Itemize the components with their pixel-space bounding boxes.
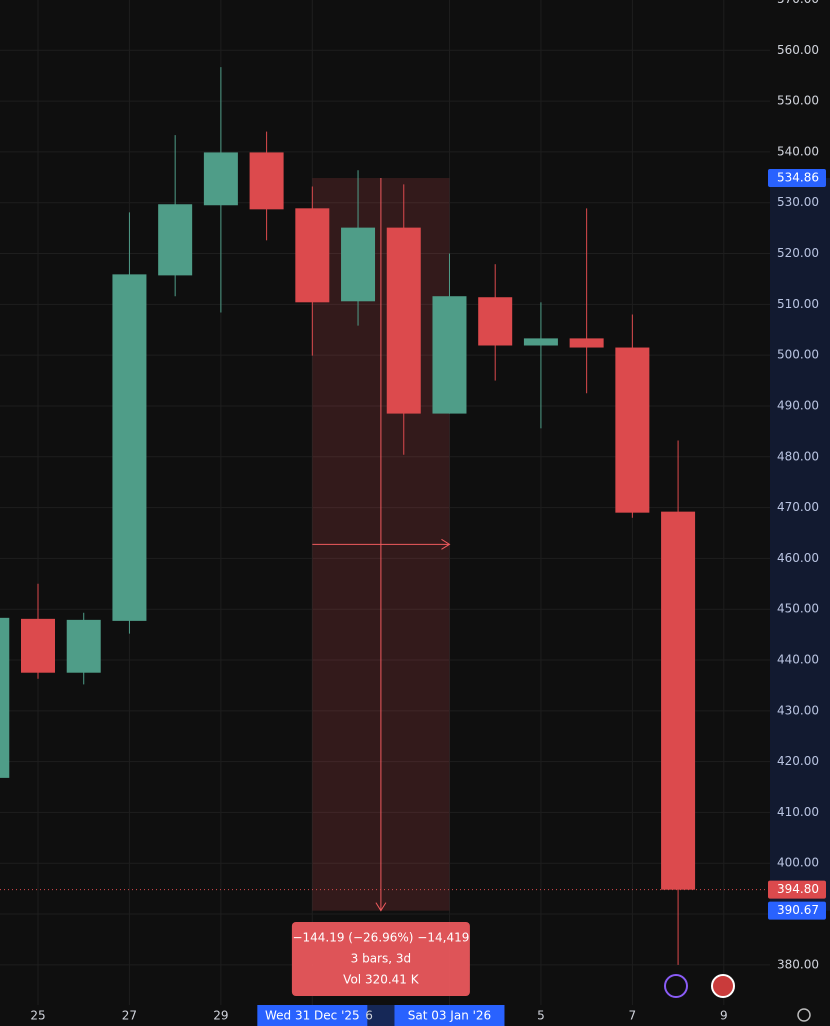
y-tick-label: 450.00 [777, 602, 819, 616]
y-tick-label: 440.00 [777, 653, 819, 667]
y-tick-label: 560.00 [777, 43, 819, 57]
candle-body [615, 347, 650, 513]
x-tick-label: 7 [629, 1009, 637, 1023]
candle-body [295, 208, 330, 303]
y-tick-label: 410.00 [777, 805, 819, 819]
y-tick-label: 380.00 [777, 957, 819, 971]
x-tick-label: 5 [537, 1009, 545, 1023]
price-label-bg [768, 169, 826, 188]
y-tick-label: 400.00 [777, 856, 819, 870]
candle-body [112, 274, 147, 621]
candle-body [21, 618, 55, 673]
y-tick-label: 420.00 [777, 754, 819, 768]
measure-info: −144.19 (−26.96%) −14,419 [292, 931, 469, 945]
price-label: 534.86 [777, 171, 819, 185]
settings-icon[interactable] [797, 1008, 811, 1022]
x-tick-label: Wed 31 Dec '25 [265, 1009, 360, 1023]
y-tick-label: 460.00 [777, 551, 819, 565]
y-tick-label: 490.00 [777, 398, 819, 412]
x-tick-label: 6 [365, 1009, 373, 1023]
x-tick-label: 27 [122, 1009, 137, 1023]
measure-info: 3 bars, 3d [351, 952, 412, 966]
candle-body [341, 227, 376, 302]
x-label-bg [394, 1005, 505, 1026]
y-tick-label: 470.00 [777, 500, 819, 514]
price-label-bg [768, 901, 826, 920]
y-tick-label: 430.00 [777, 703, 819, 717]
measure-arrowhead [375, 902, 387, 912]
candle-body [0, 617, 10, 778]
x-tick-label: 29 [213, 1009, 228, 1023]
measure-axis-band [770, 178, 830, 911]
candle-body [203, 152, 238, 206]
icon[interactable] [711, 974, 735, 998]
measure-arrowhead [441, 538, 451, 550]
x-label-bg [257, 1005, 368, 1026]
y-tick-label: 520.00 [777, 246, 819, 260]
y-tick-label: 570.00 [777, 0, 819, 6]
candle-body [661, 511, 696, 890]
candle-body [386, 227, 421, 414]
icon[interactable] [664, 974, 688, 998]
measure-info-bg [291, 922, 470, 996]
measure-info: Vol 320.41 K [343, 973, 420, 987]
candle-body [249, 152, 284, 210]
price-label: 394.80 [777, 882, 819, 896]
candle-body [158, 204, 193, 276]
y-tick-label: 540.00 [777, 144, 819, 158]
price-label-bg [768, 880, 826, 899]
x-tick-label: Sat 03 Jan '26 [408, 1009, 491, 1023]
candle-body [432, 296, 467, 414]
candle-body [66, 619, 101, 673]
y-tick-label: 500.00 [777, 348, 819, 362]
y-tick-label: 530.00 [777, 195, 819, 209]
x-tick-label: 25 [30, 1009, 45, 1023]
y-tick-label: 480.00 [777, 449, 819, 463]
y-tick-label: 510.00 [777, 297, 819, 311]
y-tick-label: 550.00 [777, 94, 819, 108]
candle-body [569, 338, 604, 348]
price-label: 390.67 [777, 903, 819, 917]
plot: −144.19 (−26.96%) −14,419 3 bars, 3d Vol 3… [0, 67, 770, 996]
candle-body [523, 338, 558, 346]
bottom-icons [664, 974, 811, 1022]
candle-body [478, 297, 513, 346]
x-tick-label: 9 [720, 1009, 728, 1023]
